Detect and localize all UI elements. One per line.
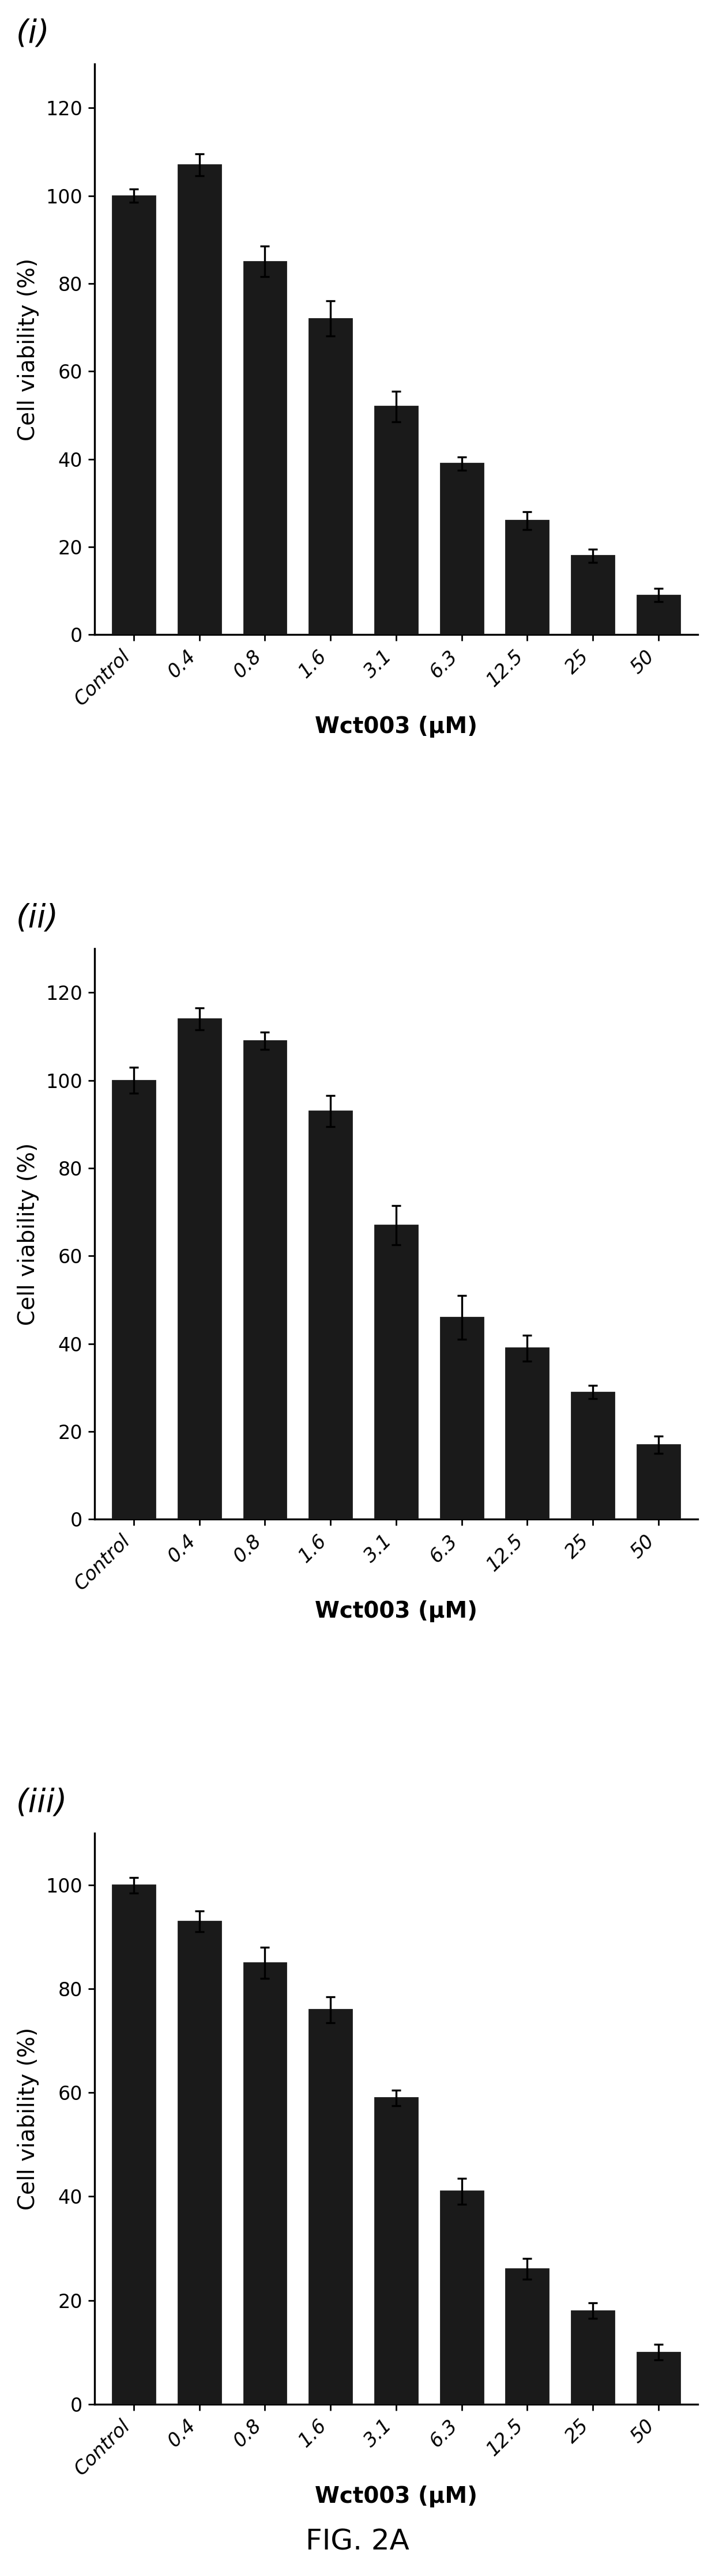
Bar [506, 520, 548, 634]
X-axis label: Wct003 (μM): Wct003 (μM) [315, 716, 478, 737]
Bar [375, 407, 418, 634]
Bar [637, 1445, 680, 1520]
Bar [309, 2009, 352, 2403]
Bar [309, 1110, 352, 1520]
Bar [112, 1886, 155, 2403]
Bar [637, 595, 680, 634]
Text: (ii): (ii) [16, 904, 59, 933]
Bar [440, 2192, 483, 2403]
Y-axis label: Cell viability (%): Cell viability (%) [17, 2027, 39, 2210]
Y-axis label: Cell viability (%): Cell viability (%) [17, 258, 39, 440]
Bar [440, 464, 483, 634]
Bar [440, 1316, 483, 1520]
Bar [375, 2097, 418, 2403]
Text: (iii): (iii) [16, 1788, 68, 1819]
Text: FIG. 2A: FIG. 2A [305, 2527, 410, 2555]
Bar [178, 165, 221, 634]
Bar [178, 1922, 221, 2403]
Bar [112, 1079, 155, 1520]
Y-axis label: Cell viability (%): Cell viability (%) [17, 1144, 39, 1327]
Bar [571, 1391, 614, 1520]
Bar [309, 319, 352, 634]
Bar [506, 1347, 548, 1520]
Bar [244, 263, 286, 634]
X-axis label: Wct003 (μM): Wct003 (μM) [315, 1600, 478, 1623]
Bar [244, 1041, 286, 1520]
Bar [112, 196, 155, 634]
Text: (i): (i) [16, 18, 50, 49]
Bar [375, 1226, 418, 1520]
Bar [571, 556, 614, 634]
Bar [506, 2269, 548, 2403]
X-axis label: Wct003 (μM): Wct003 (μM) [315, 2486, 478, 2506]
Bar [178, 1020, 221, 1520]
Bar [244, 1963, 286, 2403]
Bar [571, 2311, 614, 2403]
Bar [637, 2352, 680, 2403]
